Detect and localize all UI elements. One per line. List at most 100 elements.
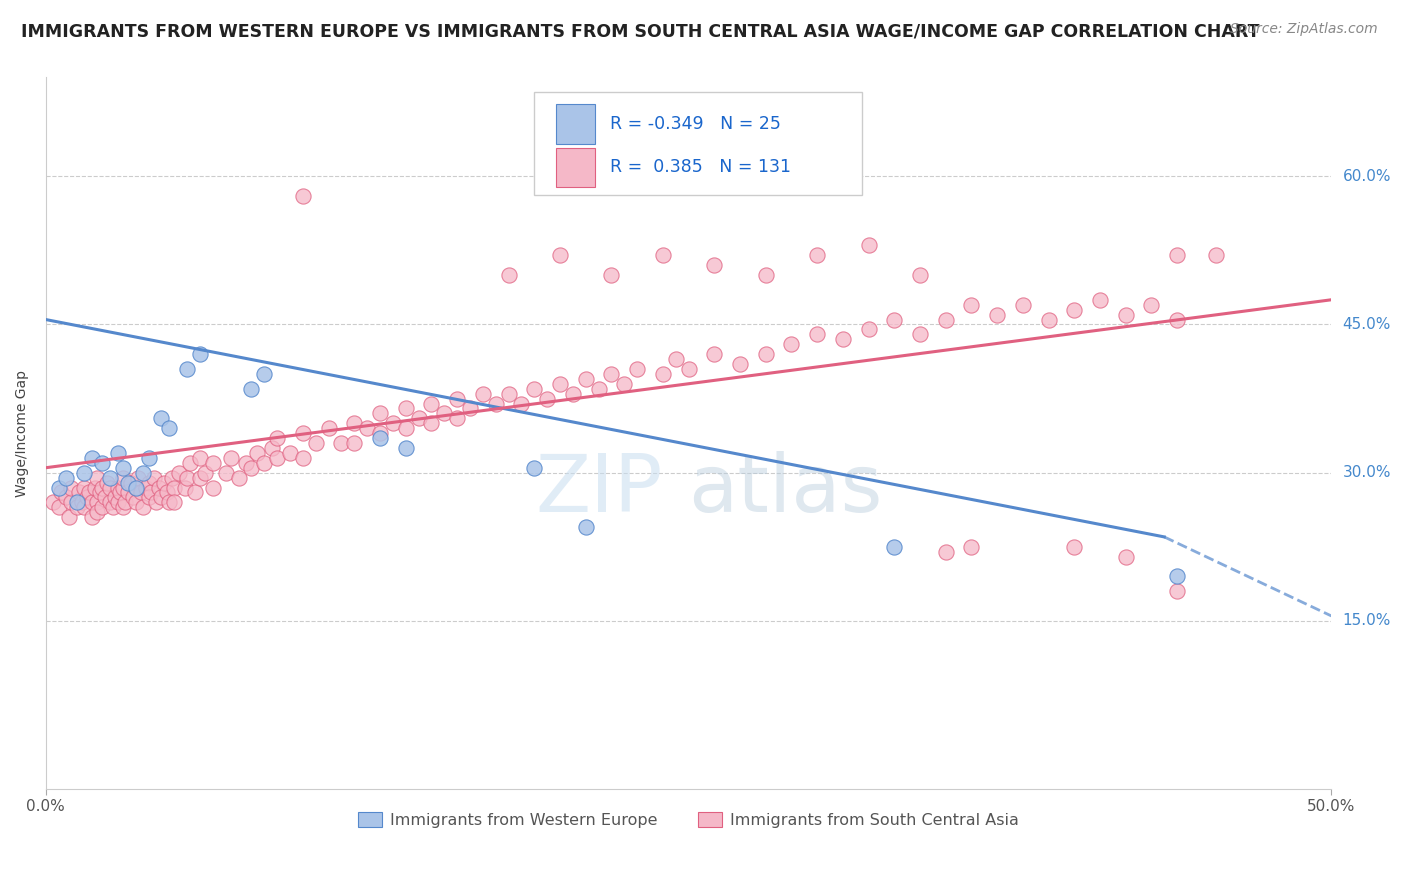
Point [330, 436, 353, 450]
Point [111, 500, 134, 515]
Point [124, 481, 146, 495]
Point [42, 495, 65, 509]
Point [1063, 540, 1085, 554]
Point [395, 441, 418, 455]
Point [150, 411, 173, 425]
Point [124, 495, 146, 509]
Point [575, 520, 598, 534]
Point [458, 401, 481, 416]
Text: R =  0.385   N = 131: R = 0.385 N = 131 [610, 158, 792, 177]
Point [135, 481, 157, 495]
Point [960, 298, 983, 312]
Point [163, 495, 186, 509]
Point [755, 347, 778, 361]
Point [148, 481, 170, 495]
Point [60, 481, 83, 495]
Point [420, 417, 443, 431]
FancyBboxPatch shape [557, 148, 595, 186]
Point [1038, 312, 1060, 326]
Point [613, 376, 636, 391]
Point [1205, 248, 1227, 262]
Point [498, 386, 520, 401]
FancyBboxPatch shape [534, 92, 862, 194]
Point [446, 392, 468, 406]
Point [201, 456, 224, 470]
Point [266, 450, 288, 465]
Point [67, 485, 90, 500]
Point [600, 268, 623, 282]
Point [117, 475, 139, 490]
Point [124, 481, 146, 495]
Point [91, 481, 114, 495]
Point [1140, 298, 1163, 312]
Point [114, 495, 136, 509]
Point [291, 450, 314, 465]
Point [179, 456, 201, 470]
Point [253, 367, 276, 381]
Point [80, 495, 103, 509]
Point [86, 495, 108, 509]
Point [381, 417, 404, 431]
Point [446, 411, 468, 425]
Point [536, 392, 558, 406]
Point [651, 248, 673, 262]
Point [1088, 293, 1111, 307]
Point [80, 450, 103, 465]
Point [883, 540, 905, 554]
Text: 60.0%: 60.0% [1343, 169, 1391, 184]
Text: R = -0.349   N = 25: R = -0.349 N = 25 [610, 115, 780, 133]
Point [111, 470, 134, 484]
Point [678, 362, 700, 376]
Point [153, 475, 176, 490]
Point [94, 491, 117, 505]
Point [858, 238, 880, 252]
Point [755, 268, 778, 282]
Point [908, 268, 931, 282]
Text: ZIP: ZIP [536, 451, 662, 529]
Legend: Immigrants from Western Europe, Immigrants from South Central Asia: Immigrants from Western Europe, Immigran… [352, 805, 1025, 834]
Point [548, 248, 571, 262]
Point [160, 470, 183, 484]
Point [291, 426, 314, 441]
Point [107, 481, 129, 495]
Point [368, 426, 391, 441]
Point [935, 545, 957, 559]
Point [194, 466, 217, 480]
Point [240, 460, 263, 475]
Text: Source: ZipAtlas.com: Source: ZipAtlas.com [1230, 22, 1378, 37]
Point [73, 481, 96, 495]
Point [908, 327, 931, 342]
Point [1011, 298, 1033, 312]
Point [831, 332, 853, 346]
Point [139, 485, 162, 500]
Point [368, 406, 391, 420]
Point [107, 495, 129, 509]
Point [561, 386, 583, 401]
Point [395, 401, 418, 416]
Point [65, 495, 87, 509]
Point [98, 481, 121, 495]
Point [145, 495, 167, 509]
Point [1063, 302, 1085, 317]
Point [98, 495, 121, 509]
Point [219, 450, 242, 465]
Point [935, 312, 957, 326]
Point [120, 475, 142, 490]
Point [48, 500, 70, 515]
Point [79, 485, 101, 500]
Point [806, 248, 828, 262]
Point [89, 485, 111, 500]
Point [626, 362, 648, 376]
Point [110, 485, 132, 500]
Point [157, 421, 180, 435]
Point [260, 441, 283, 455]
Point [60, 495, 83, 509]
Point [188, 450, 211, 465]
Point [132, 466, 155, 480]
Point [588, 382, 610, 396]
Point [215, 466, 238, 480]
Point [228, 470, 250, 484]
Point [253, 456, 276, 470]
Point [150, 491, 173, 505]
Point [960, 540, 983, 554]
